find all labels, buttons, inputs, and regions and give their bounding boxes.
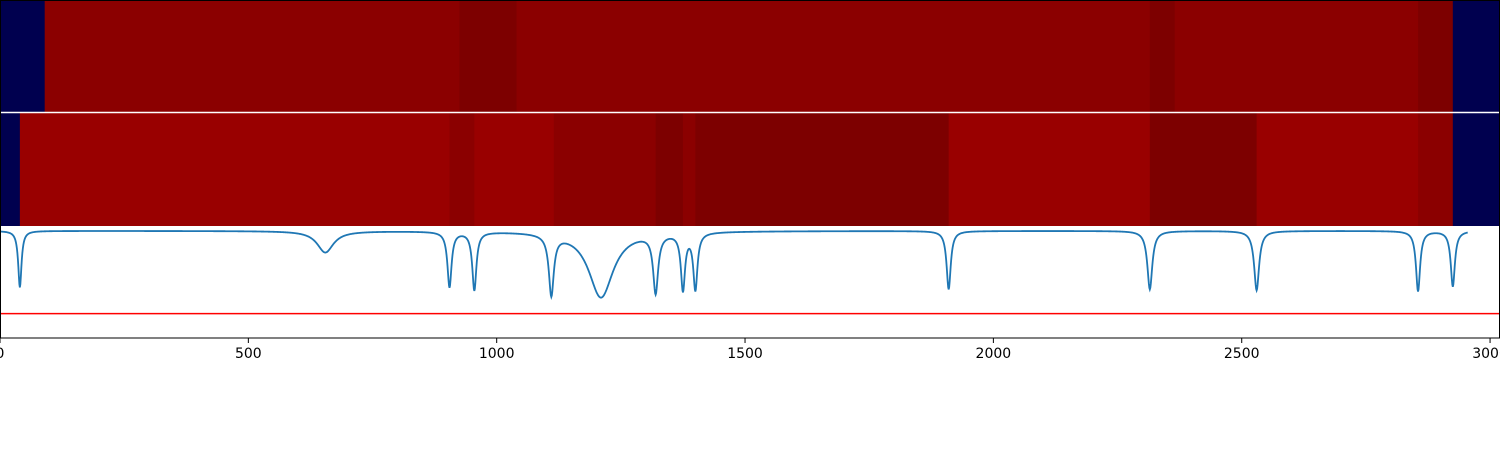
heatmap-cell bbox=[655, 113, 684, 226]
x-tick-label: 500 bbox=[235, 346, 262, 362]
heatmap-cell bbox=[1452, 113, 1500, 226]
heatmap-cell bbox=[0, 0, 46, 112]
x-tick-label: 1500 bbox=[727, 346, 763, 362]
signal-line bbox=[0, 230, 1468, 301]
x-tick-label: 0 bbox=[0, 346, 4, 362]
heatmap-band-top bbox=[0, 0, 1500, 112]
line-panel-background bbox=[0, 226, 1500, 338]
heatmap-cell bbox=[1418, 0, 1454, 112]
heatmap-cell bbox=[682, 113, 696, 226]
heatmap-cell bbox=[695, 113, 950, 226]
heatmap-cell bbox=[1256, 113, 1419, 226]
x-axis: 0 500 1000 1500 2000 2500 3000 bbox=[0, 338, 1500, 362]
heatmap-cell bbox=[1418, 113, 1454, 226]
x-tick-label: 2000 bbox=[976, 346, 1012, 362]
heatmap-cell bbox=[553, 113, 657, 226]
heatmap-cell bbox=[449, 113, 475, 226]
x-tick-label: 3000 bbox=[1472, 346, 1500, 362]
heatmap-cell bbox=[0, 113, 21, 226]
x-tick-label: 2500 bbox=[1224, 346, 1260, 362]
line-panel bbox=[0, 226, 1500, 338]
heatmap-cell bbox=[1149, 0, 1176, 112]
heatmap-cell bbox=[948, 113, 1151, 226]
heatmap-cell bbox=[1452, 0, 1500, 112]
heatmap-cell bbox=[1149, 113, 1258, 226]
heatmap-cell bbox=[1174, 0, 1419, 112]
heatmap-cell bbox=[44, 0, 460, 112]
heatmap-band-bottom bbox=[0, 113, 1500, 226]
heatmap-cell bbox=[516, 0, 1151, 112]
heatmap-cell bbox=[474, 113, 555, 226]
x-tick-label: 1000 bbox=[479, 346, 515, 362]
heatmap-cell bbox=[19, 113, 451, 226]
heatmap-cell bbox=[459, 0, 518, 112]
